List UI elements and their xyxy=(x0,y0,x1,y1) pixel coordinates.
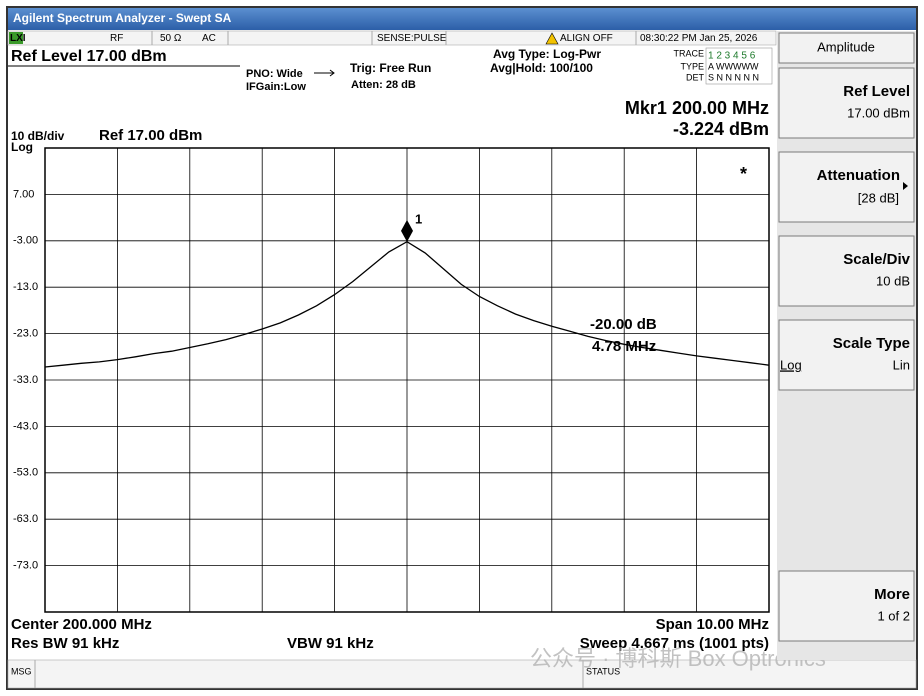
vbw: VBW 91 kHz xyxy=(287,635,374,652)
ref-label: Ref 17.00 dBm xyxy=(99,127,202,144)
softkey-value: 1 of 2 xyxy=(877,608,910,623)
softkey-box[interactable] xyxy=(778,570,915,642)
pno-arrow xyxy=(314,69,335,77)
warning-icon xyxy=(545,32,559,45)
center-freq: Center 200.000 MHz xyxy=(11,616,152,633)
y-tick-label: -23.0 xyxy=(13,328,38,340)
message-bar xyxy=(7,659,917,689)
marker-readout: Mkr1 200.00 MHz xyxy=(625,98,769,118)
softkey-value: 17.00 dBm xyxy=(847,105,910,120)
lxi-badge xyxy=(9,32,23,44)
trace-nums: 1 2 3 4 5 6 xyxy=(708,51,756,62)
submenu-arrow xyxy=(903,182,908,190)
softkey-box[interactable] xyxy=(778,151,915,223)
trace-label: TRACE xyxy=(673,48,704,58)
datetime: 08:30:22 PM Jan 25, 2026 xyxy=(640,33,758,44)
avg-hold: Avg|Hold: 100/100 xyxy=(490,61,593,75)
sweep: Sweep 4.667 ms (1001 pts) xyxy=(580,635,769,652)
pno: PNO: Wide xyxy=(246,68,303,80)
type-label: TYPE xyxy=(680,61,704,71)
rf: RF xyxy=(110,33,123,44)
y-tick-label: -43.0 xyxy=(13,420,38,432)
softkey-label: Scale/Div xyxy=(843,251,910,268)
y-tick-label: -63.0 xyxy=(13,513,38,525)
flag: * xyxy=(740,164,747,184)
impedance: 50 Ω xyxy=(160,33,182,44)
delta-freq: 4.78 MHz xyxy=(592,338,656,355)
marker-value: -3.224 dBm xyxy=(673,119,769,139)
softkey[interactable]: Attenuation [28 dB] xyxy=(778,151,915,223)
y-tick-label: 7.00 xyxy=(13,188,34,200)
det-vals: S N N N N N xyxy=(708,72,759,82)
softkey-label: Scale Type xyxy=(833,335,910,352)
coupling: AC xyxy=(202,33,216,44)
softkey[interactable]: Scale Type Log Lin xyxy=(778,319,915,391)
softkey-option: Log xyxy=(780,357,802,372)
softkey-option: Lin xyxy=(893,357,910,372)
softkey-box[interactable] xyxy=(778,67,915,139)
softkey[interactable]: Ref Level 17.00 dBm xyxy=(778,67,915,139)
softkey[interactable]: Scale/Div 10 dB xyxy=(778,235,915,307)
status: STATUS xyxy=(586,666,620,676)
sense: SENSE:PULSE xyxy=(377,33,447,44)
title-bar xyxy=(8,8,916,30)
y-tick-label: -53.0 xyxy=(13,467,38,479)
ifgain: IFGain:Low xyxy=(246,81,306,93)
rbw: Res BW 91 kHz xyxy=(11,635,119,652)
status-row xyxy=(7,30,777,46)
plot: 7.00 -3.00 -13.0 -23.0 -33.0 -43.0 -53.0 -63.0 -… xyxy=(13,147,770,613)
msg: MSG xyxy=(11,666,32,676)
scale-type: Log xyxy=(11,140,33,154)
delta-db: -20.00 dB xyxy=(590,316,657,333)
menu-title-box xyxy=(778,32,915,64)
lxi: LXI xyxy=(10,33,26,44)
ref-level: Ref Level 17.00 dBm xyxy=(11,48,167,65)
atten: Atten: 28 dB xyxy=(351,79,416,91)
softkey[interactable]: More 1 of 2 xyxy=(778,570,915,642)
softkey-label: Attenuation xyxy=(817,167,900,184)
window-title: Agilent Spectrum Analyzer - Swept SA xyxy=(13,11,232,25)
marker xyxy=(401,219,413,242)
marker-label: 1 xyxy=(415,211,422,226)
avg-type: Avg Type: Log-Pwr xyxy=(493,47,601,61)
align: ALIGN OFF xyxy=(560,33,613,44)
span: Span 10.00 MHz xyxy=(656,616,769,633)
det-label: DET xyxy=(686,72,705,82)
softkey-value: 10 dB xyxy=(876,273,910,288)
softkey-box[interactable] xyxy=(778,319,915,391)
softkey-label: Ref Level xyxy=(843,83,910,100)
trig: Trig: Free Run xyxy=(350,61,431,75)
trace-box xyxy=(705,47,773,85)
y-tick-label: -3.00 xyxy=(13,235,38,247)
y-tick-label: -73.0 xyxy=(13,560,38,572)
type-vals: A WWWWW xyxy=(708,61,759,71)
scale-label: 10 dB/div xyxy=(11,129,65,143)
watermark: 公众号 · 博科斯 Box Optronics xyxy=(530,646,826,671)
y-tick-label: -13.0 xyxy=(13,281,38,293)
softkey-value: [28 dB] xyxy=(858,190,899,205)
y-tick-label: -33.0 xyxy=(13,374,38,386)
menu-title: Amplitude xyxy=(817,39,875,54)
softkey-box[interactable] xyxy=(778,235,915,307)
softkey-label: More xyxy=(874,586,910,603)
